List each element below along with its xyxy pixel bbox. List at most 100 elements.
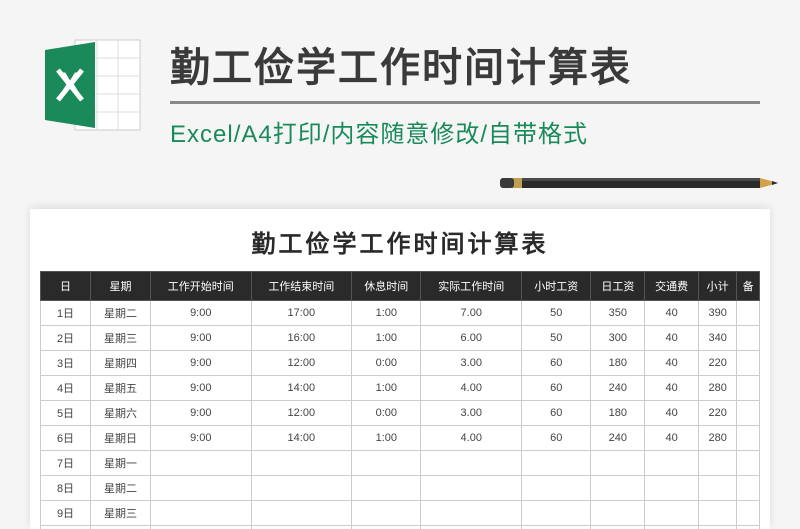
table-cell — [591, 501, 645, 526]
table-cell: 40 — [645, 301, 699, 326]
table-cell — [737, 451, 760, 476]
table-cell — [737, 351, 760, 376]
table-cell: 9日 — [41, 501, 91, 526]
table-cell: 3日 — [41, 351, 91, 376]
table-cell: 220 — [699, 401, 737, 426]
table-cell: 40 — [645, 351, 699, 376]
table-cell: 9:00 — [151, 351, 252, 376]
table-cell — [591, 451, 645, 476]
table-cell: 星期五 — [91, 376, 151, 401]
table-cell: 17:00 — [251, 301, 352, 326]
table-row: 3日星期四9:0012:000:003.006018040220 — [41, 351, 760, 376]
table-cell — [421, 501, 522, 526]
table-cell — [251, 451, 352, 476]
table-row: 5日星期六9:0012:000:003.006018040220 — [41, 401, 760, 426]
table-cell: 50 — [522, 326, 591, 351]
table-cell — [352, 451, 421, 476]
table-cell — [352, 526, 421, 529]
table-column-header: 小计 — [699, 272, 737, 301]
table-cell: 6.00 — [421, 326, 522, 351]
table-cell — [645, 451, 699, 476]
table-cell: 星期三 — [91, 326, 151, 351]
table-column-header: 交通费 — [645, 272, 699, 301]
table-cell — [737, 326, 760, 351]
table-cell — [699, 501, 737, 526]
table-cell — [737, 401, 760, 426]
table-cell: 4.00 — [421, 426, 522, 451]
table-cell: 280 — [699, 426, 737, 451]
table-cell: 1日 — [41, 301, 91, 326]
table-cell — [737, 526, 760, 529]
table-cell: 8日 — [41, 476, 91, 501]
table-header-row: 日星期工作开始时间工作结束时间休息时间实际工作时间小时工资日工资交通费小计备 — [41, 272, 760, 301]
table-cell: 3.00 — [421, 351, 522, 376]
work-time-table: 日星期工作开始时间工作结束时间休息时间实际工作时间小时工资日工资交通费小计备 1… — [40, 271, 760, 529]
table-cell: 0:00 — [352, 351, 421, 376]
table-cell: 1:00 — [352, 426, 421, 451]
table-cell: 16:00 — [251, 326, 352, 351]
table-cell — [737, 476, 760, 501]
table-cell: 340 — [699, 326, 737, 351]
table-cell: 240 — [591, 376, 645, 401]
table-cell: 180 — [591, 401, 645, 426]
table-cell: 180 — [591, 351, 645, 376]
table-cell: 1:00 — [352, 301, 421, 326]
table-cell: 240 — [591, 426, 645, 451]
table-row: 8日星期二 — [41, 476, 760, 501]
table-cell — [522, 451, 591, 476]
subtitle: Excel/A4打印/内容随意修改/自带格式 — [170, 114, 760, 149]
table-cell — [151, 476, 252, 501]
table-cell: 星期四 — [91, 526, 151, 529]
table-cell — [645, 501, 699, 526]
table-cell: 9:00 — [151, 401, 252, 426]
table-row: 7日星期一 — [41, 451, 760, 476]
pencil-decoration — [500, 175, 780, 191]
header-section: X 勤工俭学工作时间计算表 Excel/A4打印/内容随意修改/自带格式 — [0, 0, 800, 169]
table-cell — [251, 476, 352, 501]
table-cell: 0:00 — [352, 401, 421, 426]
table-cell: 60 — [522, 351, 591, 376]
table-column-header: 工作开始时间 — [151, 272, 252, 301]
table-cell — [645, 476, 699, 501]
table-cell — [151, 451, 252, 476]
table-cell: 1:00 — [352, 326, 421, 351]
table-cell: 10日 — [41, 526, 91, 529]
table-cell — [151, 526, 252, 529]
table-cell: 星期日 — [91, 426, 151, 451]
table-cell — [421, 451, 522, 476]
table-cell: 7日 — [41, 451, 91, 476]
table-cell: 350 — [591, 301, 645, 326]
table-column-header: 星期 — [91, 272, 151, 301]
table-title: 勤工俭学工作时间计算表 — [40, 224, 760, 259]
table-cell: 4.00 — [421, 376, 522, 401]
table-cell: 50 — [522, 301, 591, 326]
table-row: 4日星期五9:0014:001:004.006024040280 — [41, 376, 760, 401]
table-cell — [421, 526, 522, 529]
table-cell: 60 — [522, 401, 591, 426]
table-cell: 星期四 — [91, 351, 151, 376]
table-cell — [737, 501, 760, 526]
table-row: 10日星期四 — [41, 526, 760, 529]
table-cell: 300 — [591, 326, 645, 351]
table-cell: 9:00 — [151, 301, 252, 326]
table-cell: 40 — [645, 426, 699, 451]
table-cell — [522, 476, 591, 501]
table-column-header: 实际工作时间 — [421, 272, 522, 301]
table-cell — [591, 526, 645, 529]
table-column-header: 日 — [41, 272, 91, 301]
table-cell: 7.00 — [421, 301, 522, 326]
table-cell: 9:00 — [151, 426, 252, 451]
excel-icon: X — [40, 30, 150, 140]
table-cell — [421, 476, 522, 501]
table-column-header: 备 — [737, 272, 760, 301]
table-cell — [645, 526, 699, 529]
table-cell — [352, 501, 421, 526]
table-cell — [737, 426, 760, 451]
table-cell: 390 — [699, 301, 737, 326]
table-cell: 星期一 — [91, 451, 151, 476]
table-cell: 4日 — [41, 376, 91, 401]
table-row: 1日星期二9:0017:001:007.005035040390 — [41, 301, 760, 326]
table-cell — [699, 476, 737, 501]
table-cell — [699, 526, 737, 529]
table-cell — [737, 376, 760, 401]
